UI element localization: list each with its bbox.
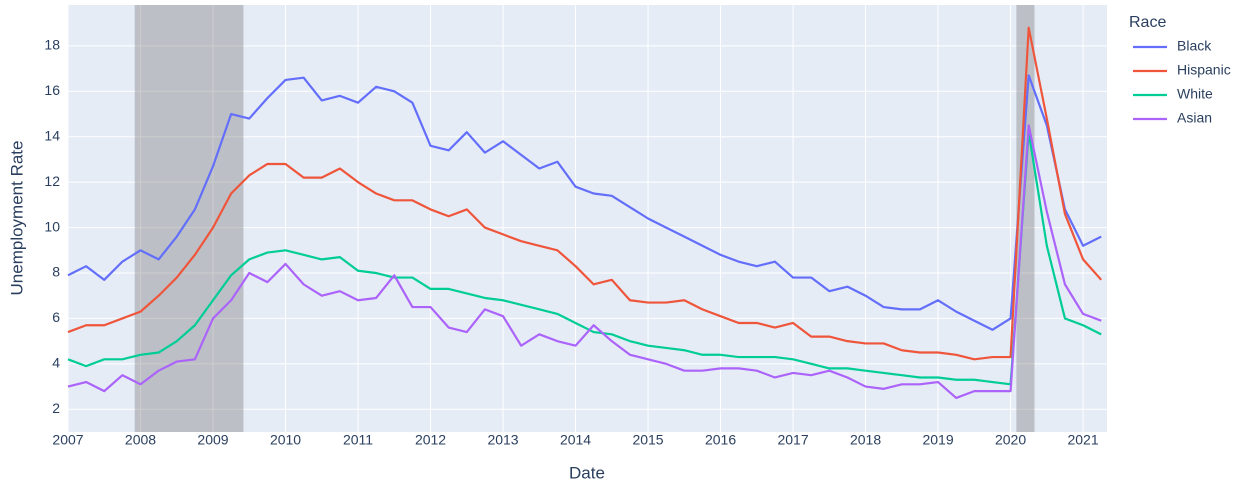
x-tick-label: 2015: [632, 432, 663, 448]
y-tick-label: 2: [52, 400, 60, 416]
y-tick-label: 10: [44, 218, 60, 234]
legend-label: White: [1177, 86, 1213, 102]
x-tick-label: 2020: [995, 432, 1026, 448]
line-series: [67, 74, 1102, 331]
y-tick-label: 18: [44, 37, 60, 53]
y-tick-label: 12: [44, 173, 60, 189]
y-tick-label: 14: [44, 127, 60, 143]
legend-label: Asian: [1177, 110, 1212, 126]
x-tick-label: 2016: [705, 432, 736, 448]
x-tick-label: 2008: [125, 432, 156, 448]
y-tick-label: 4: [52, 355, 60, 371]
x-tick-label: 2010: [270, 432, 301, 448]
x-tick-label: 2018: [850, 432, 881, 448]
x-tick-label: 2007: [52, 432, 83, 448]
x-tick-label: 2017: [777, 432, 808, 448]
legend-title: Race: [1129, 14, 1166, 31]
x-axis-title: Date: [569, 463, 605, 482]
y-tick-label: 8: [52, 264, 60, 280]
y-axis-title: Unemployment Rate: [7, 141, 26, 296]
line-series: [67, 131, 1102, 386]
y-tick-label: 6: [52, 309, 60, 325]
legend-label: Hispanic: [1177, 62, 1231, 78]
x-tick-label: 2013: [487, 432, 518, 448]
legend-label: Black: [1177, 38, 1212, 54]
x-tick-label: 2012: [415, 432, 446, 448]
line-series: [67, 124, 1102, 400]
y-tick-label: 16: [44, 82, 60, 98]
shaded-region: [1016, 5, 1035, 432]
x-tick-label: 2021: [1067, 432, 1098, 448]
line-series: [67, 26, 1103, 361]
plot-background: [68, 5, 1107, 432]
x-tick-label: 2014: [560, 432, 591, 448]
x-tick-label: 2009: [197, 432, 228, 448]
x-tick-label: 2019: [922, 432, 953, 448]
x-tick-label: 2011: [343, 432, 373, 448]
